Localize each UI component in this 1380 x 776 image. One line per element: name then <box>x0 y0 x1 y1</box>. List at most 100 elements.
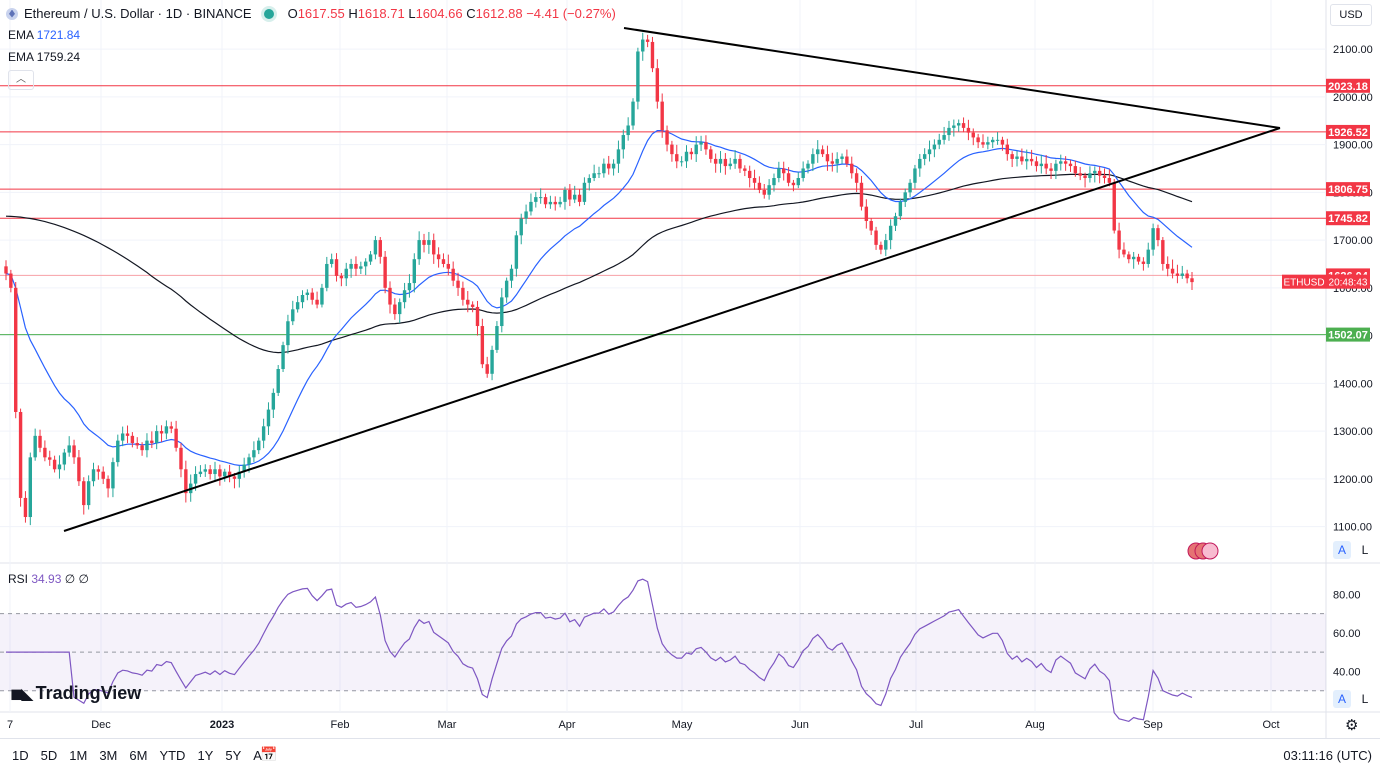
candle-body <box>320 287 324 305</box>
candle-body <box>607 163 611 169</box>
candle-body <box>14 287 18 412</box>
candle-body <box>747 170 752 179</box>
ema-fast-legend[interactable]: EMA 1721.84 <box>8 28 81 42</box>
range-button-ytd[interactable]: YTD <box>159 748 186 763</box>
candle-body <box>752 178 757 183</box>
candle-body <box>1161 240 1165 264</box>
ema-fast-value: 1721.84 <box>36 28 81 42</box>
level-tag <box>1326 124 1370 139</box>
settings-gear-icon[interactable]: ⚙ <box>1345 717 1359 734</box>
candle-body <box>135 443 139 446</box>
range-button-6m[interactable]: 6M <box>129 748 148 763</box>
candle-body <box>237 471 242 479</box>
candle-body <box>504 280 509 298</box>
time-axis: 7 Dec 2023 Feb Mar Apr May Jun Jul Aug Sep Oct <box>7 719 1280 731</box>
rsi-band <box>0 613 1326 691</box>
candle-body <box>116 440 120 463</box>
candle-body <box>48 457 52 460</box>
candle-body <box>971 132 975 138</box>
candle-body <box>621 135 626 150</box>
calendar-icon[interactable]: 📅 <box>260 746 278 762</box>
candle-body <box>529 201 533 212</box>
candle-body <box>130 435 135 444</box>
candle-body <box>845 156 849 164</box>
candle-body <box>466 299 470 305</box>
candlesticks <box>4 32 1194 526</box>
rsi-log-scale-button[interactable]: L <box>1361 692 1369 706</box>
candle-body <box>490 349 494 374</box>
support-trendline <box>63 127 1281 532</box>
candle-body <box>456 280 460 288</box>
candle-body <box>675 154 679 162</box>
log-scale-button[interactable]: L <box>1361 543 1369 557</box>
candle-body <box>291 309 295 322</box>
auto-scale-button[interactable]: A <box>1333 541 1351 559</box>
candle-body <box>208 469 212 475</box>
candle-body <box>597 173 601 175</box>
change-value: −4.41 (−0.27%) <box>526 6 616 21</box>
symbol-title[interactable]: Ethereum / U.S. Dollar · 1D · BINANCE <box>24 6 252 21</box>
candle-body <box>1054 163 1058 171</box>
candle-body <box>898 201 903 217</box>
range-button-3m[interactable]: 3M <box>99 748 118 763</box>
candle-body <box>1083 175 1087 179</box>
rsi-auto-scale-button[interactable]: A <box>1333 690 1351 708</box>
x-tick-label: Feb <box>331 719 350 731</box>
candle-body <box>1146 249 1150 264</box>
brand-name: TradingView <box>35 683 142 703</box>
collapse-legend-button[interactable]: ︿ <box>8 70 34 90</box>
rsi-legend[interactable]: RSI 34.93 ∅ ∅ <box>8 572 89 586</box>
currency-selector[interactable]: USD <box>1330 4 1372 26</box>
candle-body <box>344 268 348 279</box>
range-button-all[interactable]: All <box>253 748 268 763</box>
range-button-1m[interactable]: 1M <box>69 748 88 763</box>
range-button-1y[interactable]: 1Y <box>197 748 214 763</box>
candle-body <box>417 240 421 260</box>
level-tag-label: 1745.82 <box>1328 213 1368 225</box>
candle-body <box>694 144 698 155</box>
candle-body <box>184 469 188 494</box>
x-tick-label: Sep <box>1143 719 1163 731</box>
candle-body <box>587 178 591 183</box>
candle-body <box>932 144 937 150</box>
x-tick-label: Jul <box>909 719 923 731</box>
candle-body <box>72 445 76 458</box>
candle-body <box>218 469 222 477</box>
y-tick-label: 1300.00 <box>1333 426 1373 438</box>
candle-body <box>4 266 8 274</box>
utc-clock[interactable]: 03:11:16 (UTC) <box>1283 748 1372 763</box>
ohlc-values: O1617.55 H1618.71 L1604.66 C1612.88 −4.4… <box>287 6 616 21</box>
candle-body <box>631 101 635 126</box>
candle-body <box>1015 156 1019 159</box>
chart-grid <box>0 0 1380 738</box>
candle-body <box>325 263 329 288</box>
horizontal-levels <box>0 85 1326 336</box>
candle-body <box>223 471 227 477</box>
range-button-1d[interactable]: 1D <box>12 748 29 763</box>
ema-slow-legend[interactable]: EMA 1759.24 <box>8 50 81 64</box>
candle-body <box>1175 273 1180 276</box>
candle-body <box>441 259 446 264</box>
candle-body <box>495 326 499 350</box>
candle-body <box>850 163 854 174</box>
rsi-value: 34.93 <box>31 572 62 586</box>
candle-body <box>514 235 519 269</box>
candle-body <box>976 137 980 143</box>
candle-body <box>1180 273 1184 276</box>
candle-body <box>1170 268 1175 274</box>
y-tick-label: 1400.00 <box>1333 378 1373 390</box>
range-button-5d[interactable]: 5D <box>40 748 58 763</box>
candle-body <box>626 125 630 136</box>
rsi-tick-label: 40.00 <box>1333 666 1361 678</box>
candle-body <box>1044 163 1048 169</box>
candle-body <box>339 275 344 279</box>
candle-body <box>286 321 290 346</box>
candle-body <box>582 182 587 202</box>
range-button-5y[interactable]: 5Y <box>225 748 242 763</box>
candle-body <box>611 163 616 169</box>
candle-body <box>145 440 149 451</box>
tradingview-logo[interactable]: ◼◣ TradingView <box>10 683 141 704</box>
countdown-tag <box>1326 274 1370 289</box>
candle-body <box>412 259 416 284</box>
